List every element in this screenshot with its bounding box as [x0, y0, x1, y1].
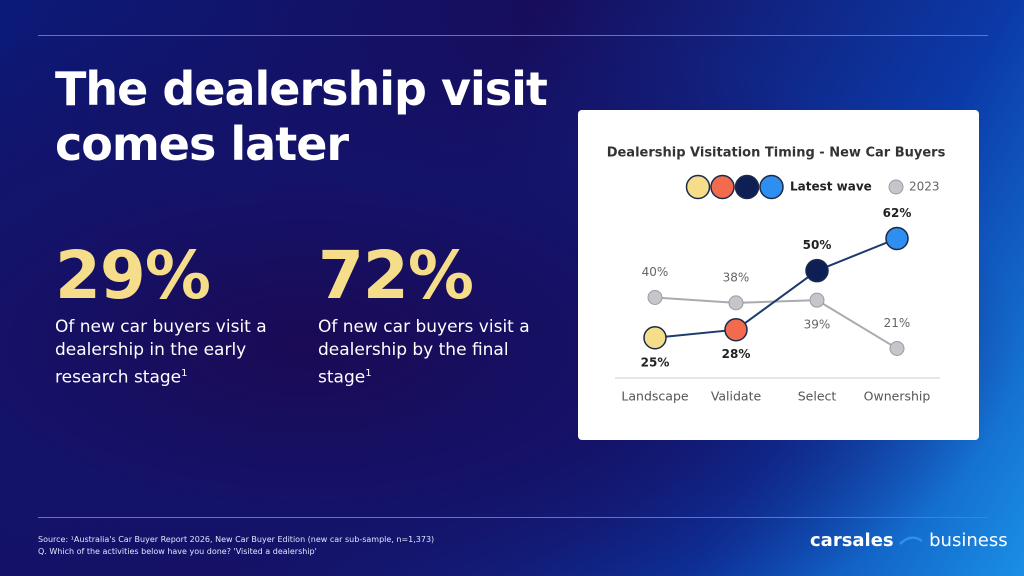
- legend-swatch: [710, 174, 735, 200]
- stat: 29% Of new car buyers visit a dealership…: [55, 238, 275, 390]
- stat-text: Of new car buyers visit a dealership in …: [55, 317, 267, 388]
- legend-label: 2023: [909, 180, 940, 194]
- legend-label: Latest wave: [790, 180, 872, 194]
- logo: carsales business: [810, 530, 1008, 551]
- data-point: [728, 295, 744, 311]
- value-label: 62%: [883, 206, 912, 220]
- stat: 72% Of new car buyers visit a dealership…: [318, 238, 538, 390]
- x-tick-label: Validate: [711, 389, 762, 404]
- data-point: [647, 290, 663, 305]
- slide-title: The dealership visit comes later: [55, 62, 548, 171]
- series-line: [654, 237, 898, 339]
- logo-brand: carsales: [810, 530, 894, 551]
- footnote-mark: 1: [181, 368, 188, 379]
- data-point: [809, 292, 825, 308]
- chart-card: [578, 110, 979, 440]
- data-point: [724, 317, 748, 342]
- value-label: 40%: [642, 265, 669, 279]
- value-label: 28%: [722, 347, 751, 361]
- value-label: 50%: [803, 238, 832, 252]
- x-tick-label: Ownership: [864, 389, 931, 404]
- bottom-rule: [38, 517, 988, 518]
- x-tick-label: Landscape: [621, 389, 688, 404]
- value-label: 39%: [804, 318, 831, 332]
- footnote-mark: 1: [365, 368, 372, 379]
- logo-unit: business: [929, 530, 1008, 551]
- legend-swatch: [888, 179, 904, 195]
- stat-text: Of new car buyers visit a dealership by …: [318, 317, 530, 388]
- x-tick-label: Select: [798, 389, 837, 404]
- source-line: Source: ¹Australia's Car Buyer Report 20…: [38, 535, 435, 544]
- legend-swatch: [759, 174, 784, 200]
- chart-title: Dealership Visitation Timing - New Car B…: [607, 146, 946, 161]
- legend-swatch: [734, 174, 760, 200]
- top-rule: [38, 35, 988, 36]
- stat-figure: 72%: [318, 237, 474, 314]
- source: Source: ¹Australia's Car Buyer Report 20…: [38, 534, 434, 558]
- value-label: 38%: [723, 270, 750, 284]
- stat-figure: 29%: [55, 237, 211, 314]
- chart: Dealership Visitation Timing - New Car B…: [578, 110, 979, 440]
- legend-swatch: [685, 174, 711, 200]
- data-point: [889, 340, 905, 356]
- source-line: Q. Which of the activities below have yo…: [38, 547, 317, 556]
- data-point: [885, 226, 909, 251]
- stat-description: Of new car buyers visit a dealership in …: [55, 316, 275, 390]
- value-label: 21%: [884, 316, 911, 330]
- stat-description: Of new car buyers visit a dealership by …: [318, 316, 538, 390]
- data-point: [643, 326, 667, 350]
- value-label: 25%: [641, 355, 670, 369]
- data-point: [805, 258, 829, 283]
- series-line: [654, 296, 898, 350]
- logo-swoosh: [899, 536, 924, 545]
